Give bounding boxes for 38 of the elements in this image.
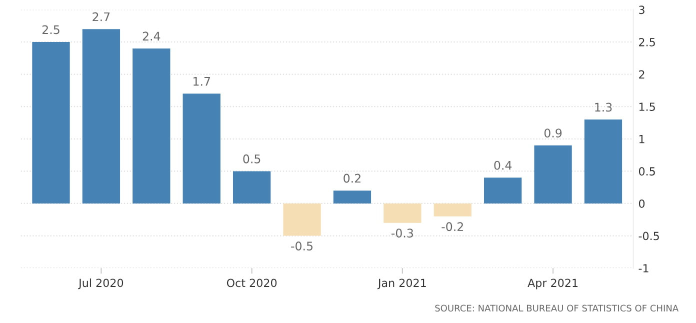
bar <box>434 203 472 216</box>
bar <box>182 94 220 204</box>
bar <box>333 190 372 204</box>
data-label: 1.7 <box>194 77 210 86</box>
y-tick-label: 1.5 <box>639 102 655 111</box>
x-tick-label: Jan 2021 <box>377 278 426 290</box>
data-label: 2.4 <box>142 32 160 40</box>
bar <box>132 48 170 204</box>
data-label: 1.3 <box>595 102 612 112</box>
bar <box>283 203 321 236</box>
bar <box>584 120 622 204</box>
bar <box>384 203 422 223</box>
x-tick-label: Oct 2020 <box>226 278 277 288</box>
y-tick-label: -1 <box>638 264 648 272</box>
x-tick-label: Apr 2021 <box>528 278 578 290</box>
y-tick-label: 2 <box>639 70 644 79</box>
data-label: 2.7 <box>92 12 110 22</box>
data-label: 0.2 <box>344 174 360 183</box>
y-tick-label: -0.5 <box>638 232 659 240</box>
bar <box>534 145 572 204</box>
y-tick-label: 1 <box>639 135 644 144</box>
y-tick-label: 2.5 <box>639 38 655 46</box>
data-label: -0.2 <box>442 222 463 232</box>
data-label: 0.4 <box>494 160 512 170</box>
y-tick-label: 3 <box>639 6 644 14</box>
bar <box>32 42 70 204</box>
data-label: -0.5 <box>291 242 313 250</box>
x-tick-label: Jul 2020 <box>78 278 124 290</box>
bar <box>484 178 522 204</box>
bar <box>82 29 120 204</box>
bar <box>232 171 271 204</box>
data-label: 2.5 <box>42 25 60 34</box>
data-label: 0.5 <box>243 154 260 164</box>
y-tick-label: 0 <box>638 199 645 208</box>
data-label: -0.3 <box>391 228 413 238</box>
data-label: 0.9 <box>544 128 562 138</box>
y-tick-label: 0.5 <box>638 167 655 176</box>
source-note: SOURCE: NATIONAL BUREAU OF STATISTICS OF CHINA <box>435 304 679 312</box>
